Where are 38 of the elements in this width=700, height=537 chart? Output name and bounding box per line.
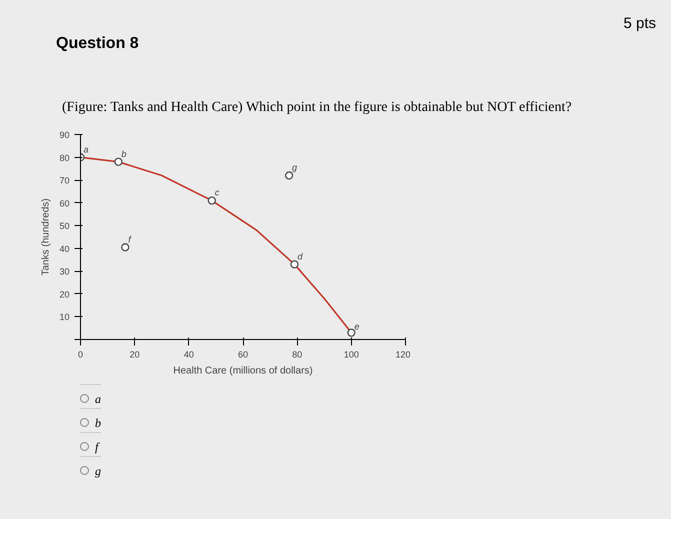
- x-tick-label: 100: [344, 350, 359, 360]
- point: [208, 196, 216, 205]
- annotation: c: [214, 188, 220, 198]
- annotation: d: [297, 251, 304, 262]
- x-tick-label: 0: [78, 350, 84, 360]
- y-tick-label: 60: [59, 198, 70, 208]
- x-tick-label: 120: [395, 350, 411, 360]
- text: b: [95, 416, 101, 430]
- point: [114, 158, 123, 166]
- text: f: [95, 440, 98, 454]
- x-tick-label: 60: [238, 350, 248, 360]
- annotation: e: [354, 322, 360, 332]
- x-tick-label: 20: [130, 350, 140, 360]
- y-tick-label: 20: [59, 289, 70, 300]
- y-tick-label: 40: [59, 244, 70, 254]
- text: 5 pts: [623, 14, 656, 34]
- point: [347, 328, 356, 337]
- annotation: a: [84, 144, 89, 154]
- point: [121, 243, 130, 252]
- y-axis-title: Tanks (hundreds): [40, 198, 52, 276]
- annotation: f: [128, 234, 132, 244]
- x-axis-title: Health Care (millions of dollars): [173, 366, 313, 376]
- y-tick-label: 90: [59, 130, 70, 140]
- annotation: g: [292, 162, 298, 172]
- y-tick-label: 30: [59, 266, 70, 277]
- annotation: b: [121, 148, 126, 159]
- y-tick-label: 70: [59, 176, 70, 186]
- point: [290, 260, 299, 268]
- x-tick-label: 80: [292, 350, 302, 360]
- y-tick-label: 10: [59, 312, 70, 322]
- x-tick-label: 40: [184, 350, 194, 360]
- text: g: [95, 464, 101, 478]
- y-tick-label: 50: [59, 221, 70, 232]
- chart-subtitle: (Figure: Tanks and Health Care) Which point in the figure is obtainable but NOT efficient?: [62, 99, 572, 117]
- point: [284, 171, 294, 180]
- text: a: [95, 392, 101, 406]
- chart-title: Question 8: [56, 34, 139, 54]
- y-tick-label: 80: [59, 152, 70, 163]
